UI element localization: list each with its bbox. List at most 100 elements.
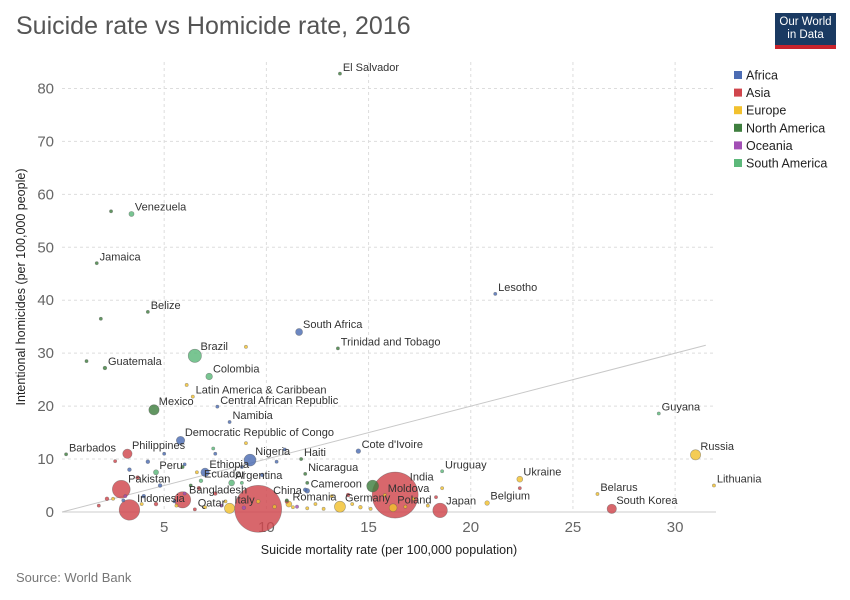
point-label: Guatemala <box>108 356 163 368</box>
x-tick-label: 25 <box>565 519 582 536</box>
y-tick-label: 0 <box>46 504 54 521</box>
data-point <box>244 441 248 446</box>
data-point <box>135 475 140 480</box>
legend-swatch <box>734 88 742 97</box>
point-label: Cote d'Ivoire <box>362 439 423 451</box>
x-tick-label: 5 <box>160 519 168 536</box>
data-point <box>200 467 210 477</box>
data-point <box>109 209 113 214</box>
legend-swatch <box>734 123 742 132</box>
point-label: El Salvador <box>343 62 400 74</box>
data-point <box>440 486 445 491</box>
data-point <box>425 503 430 508</box>
data-point <box>228 479 235 487</box>
data-point <box>358 505 363 510</box>
data-point <box>241 505 247 510</box>
data-point <box>102 365 108 371</box>
point-label: Mexico <box>159 396 194 408</box>
data-point <box>295 328 303 336</box>
data-point <box>272 504 277 509</box>
y-tick-label: 10 <box>37 451 54 468</box>
data-point <box>282 447 287 452</box>
data-point <box>305 506 310 511</box>
point-label: Uruguay <box>445 459 487 471</box>
data-point <box>284 498 289 503</box>
data-point <box>432 502 448 518</box>
point-label: Ukraine <box>523 467 561 479</box>
data-point <box>122 448 133 459</box>
data-point <box>690 449 702 461</box>
data-point <box>493 291 498 296</box>
data-point <box>162 451 167 456</box>
data-point <box>121 498 126 503</box>
data-point <box>176 436 186 446</box>
legend-entry: Asia <box>746 86 770 100</box>
data-point <box>305 480 310 485</box>
legend-entry: South America <box>746 157 827 171</box>
data-point <box>180 465 185 469</box>
point-label: Namibia <box>232 410 273 422</box>
data-point <box>198 478 204 483</box>
data-point <box>336 346 340 351</box>
x-tick-label: 15 <box>360 519 377 536</box>
data-point <box>274 459 279 464</box>
legend-entry: North America <box>746 121 825 135</box>
data-point <box>440 469 445 474</box>
data-point <box>139 502 144 506</box>
data-point <box>303 471 308 476</box>
data-point <box>172 499 177 504</box>
legend-swatch <box>734 159 742 167</box>
data-point <box>128 211 135 217</box>
point-label: Guyana <box>662 402 701 414</box>
point-label: Cameroon <box>311 479 362 491</box>
data-point <box>299 457 304 461</box>
point-label: Jamaica <box>100 251 142 263</box>
data-point <box>224 502 236 514</box>
legend-entry: Africa <box>746 69 778 83</box>
data-point <box>96 503 101 508</box>
data-point <box>329 494 334 499</box>
y-tick-label: 80 <box>37 80 54 97</box>
data-point <box>517 486 522 491</box>
data-point <box>260 472 265 478</box>
data-point <box>111 496 115 501</box>
point-label: Brazil <box>200 341 228 353</box>
data-point <box>656 411 661 416</box>
y-tick-label: 60 <box>37 186 54 203</box>
owid-logo[interactable]: Our World in Data <box>775 13 836 49</box>
data-point <box>411 496 416 501</box>
point-label: Belize <box>151 300 181 312</box>
data-point <box>127 467 132 472</box>
legend-entry: Oceania <box>746 139 793 153</box>
y-tick-label: 50 <box>37 239 54 256</box>
data-point <box>368 506 373 511</box>
data-point <box>712 483 716 488</box>
data-points <box>64 71 716 533</box>
point-label: Trinidad and Tobago <box>341 337 441 349</box>
data-point <box>153 469 159 476</box>
data-point <box>94 261 99 266</box>
data-point <box>321 506 326 511</box>
reference-line <box>61 344 706 513</box>
data-point <box>213 451 218 456</box>
point-label: Lesotho <box>498 282 537 294</box>
data-point <box>291 505 295 510</box>
point-label: Japan <box>446 495 476 507</box>
data-point <box>112 480 131 499</box>
data-point <box>196 485 202 491</box>
legend-swatch <box>734 71 742 79</box>
data-point <box>187 348 202 363</box>
data-point <box>239 480 244 485</box>
data-point <box>345 492 351 498</box>
point-label: Italy <box>234 494 255 506</box>
data-point <box>192 507 197 512</box>
data-point <box>213 491 218 496</box>
data-point <box>203 505 207 510</box>
data-point <box>223 499 228 504</box>
data-point <box>211 446 216 451</box>
y-axis-label: Intentional homicides (per 100,000 peopl… <box>14 169 28 406</box>
data-point <box>174 503 179 508</box>
data-point <box>84 359 89 364</box>
chart-title: Suicide rate vs Homicide rate, 2016 <box>16 12 411 40</box>
